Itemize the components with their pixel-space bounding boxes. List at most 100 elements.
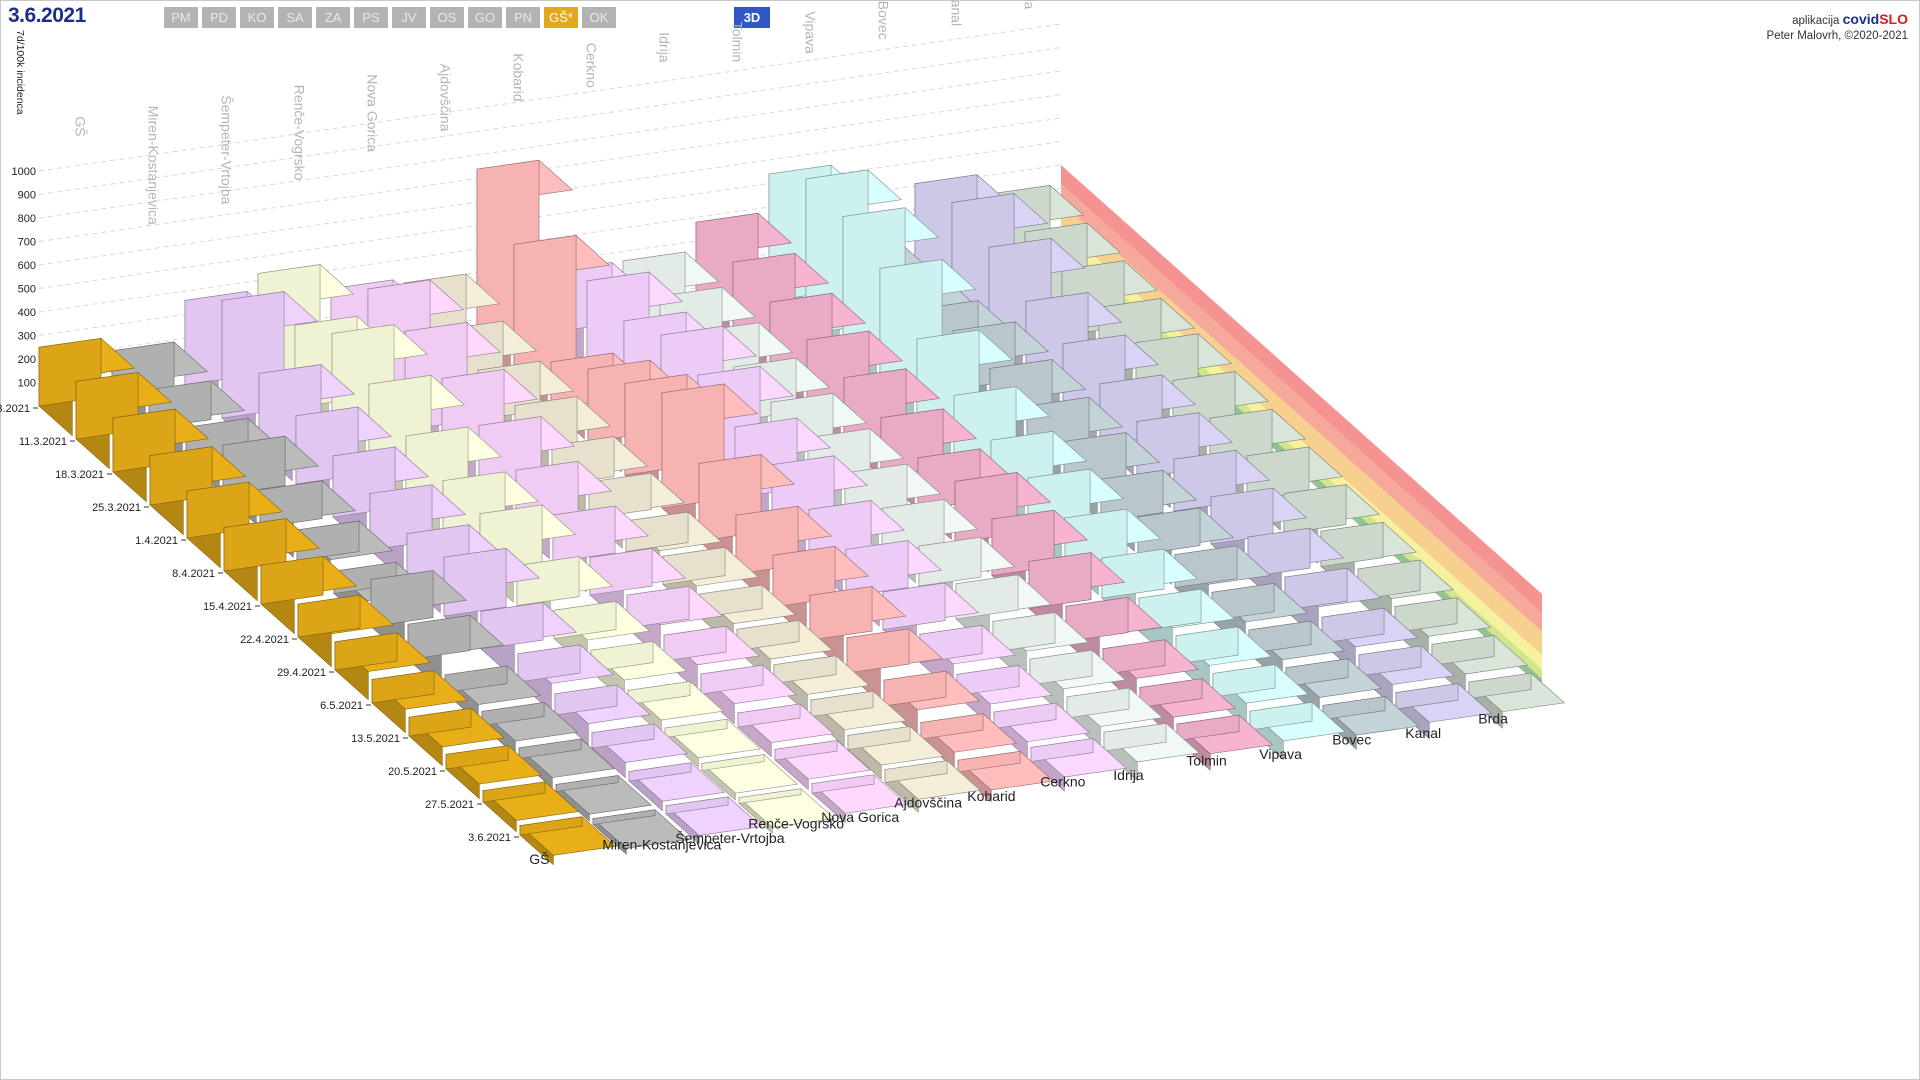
x-tick-label: 1.4.2021 (135, 535, 178, 547)
x-ticks: 4.3.2021 11.3.2021 18.3.2021 25.3.2021 1.4.2… (0, 403, 519, 844)
bar-front (1394, 597, 1458, 633)
region-button-8[interactable]: GO (468, 7, 502, 28)
view-3d-button[interactable]: 3D (734, 7, 770, 28)
bar-front (809, 586, 873, 641)
bar-front (591, 723, 655, 749)
region-button-0[interactable]: PM (164, 7, 198, 28)
bar-front (555, 775, 619, 792)
brand-covid[interactable]: covid (1842, 11, 1880, 27)
bar-6-12 (920, 713, 1018, 770)
bar-2-10 (554, 684, 652, 746)
bar-4-9 (663, 625, 761, 692)
bar-front (518, 738, 582, 759)
region-labels: GŠ Miren-KostanjevicaŠempeter-VrtojbaRenč… (529, 710, 1508, 867)
bar-13-8 (1283, 484, 1381, 564)
bar-front (517, 644, 581, 683)
bar-0-9 (371, 670, 469, 734)
gridline-700 (38, 94, 1062, 242)
bar-front (297, 594, 361, 638)
bar-front (1139, 678, 1203, 708)
bar-front (519, 816, 583, 836)
region-button-10[interactable]: GŠ* (544, 7, 578, 28)
bar-13-12 (1431, 635, 1529, 696)
bar-4-10 (700, 664, 798, 725)
bar-front (480, 602, 544, 650)
region-button-1[interactable]: PD (202, 7, 236, 28)
bar-1-10 (481, 702, 579, 756)
x-tick-label: 27.5.2021 (425, 799, 474, 811)
bar-front (1247, 527, 1311, 578)
bar-front (700, 664, 764, 695)
back-region-label: Idrija (657, 32, 673, 63)
bar-front (1395, 683, 1459, 710)
x-tick-label: 3.6.2021 (468, 832, 511, 844)
x-tick-label: 22.4.2021 (240, 634, 289, 646)
y-tick-label: 500 (18, 284, 36, 296)
bar-2-11 (591, 723, 689, 779)
bar-0-11 (445, 745, 543, 800)
region-label: Bovec (1332, 731, 1371, 747)
region-label: Tolmin (1186, 752, 1226, 768)
risk-band-4 (1061, 183, 1542, 632)
x-tick-label: 13.5.2021 (351, 733, 400, 745)
bar-front (920, 713, 984, 740)
bar-front (1103, 722, 1167, 752)
bar-front (1249, 701, 1313, 731)
bar-6-11 (883, 670, 981, 737)
region-button-6[interactable]: JV (392, 7, 426, 28)
y-tick-label: 900 (18, 190, 36, 202)
bar-9-13 (1176, 714, 1274, 771)
region-label: Miren-Kostanjevica (602, 836, 721, 852)
bar-10-10 (1138, 588, 1236, 662)
bar-3-13 (738, 788, 836, 834)
back-region-label: Cerkno (584, 43, 600, 88)
x-tick-label: 8.4.2021 (172, 568, 215, 580)
back-region-label: Vipava (803, 11, 819, 54)
back-region-label: Brda (1022, 0, 1038, 10)
x-tick-label: 29.4.2021 (277, 667, 326, 679)
region-button-2[interactable]: KO (240, 7, 274, 28)
bar-front (992, 612, 1056, 653)
region-button-9[interactable]: PN (506, 7, 540, 28)
bar-12-13 (1395, 683, 1493, 740)
credit-prefix: aplikacija (1792, 15, 1840, 27)
region-button-3[interactable]: SA (278, 7, 312, 28)
bar-11-13 (1322, 696, 1420, 750)
bar-5-10 (773, 655, 871, 714)
bar-3-11 (664, 718, 762, 768)
region-label: Kanal (1405, 725, 1441, 741)
bar-front (554, 684, 618, 716)
bar-0-13 (519, 816, 617, 866)
region-button-11[interactable]: OK (582, 7, 616, 28)
bar-front (516, 556, 580, 606)
x-tick-label: 20.5.2021 (388, 766, 437, 778)
bar-front (773, 655, 837, 684)
region-label: Nova Gorica (821, 809, 899, 825)
y-tick-label: 600 (18, 260, 36, 272)
bar-8-13 (1103, 722, 1201, 782)
bar-6-10 (846, 628, 944, 704)
bar-front (1284, 567, 1348, 611)
bar-0-12 (482, 781, 580, 833)
risk-band-5 (1061, 165, 1542, 613)
back-region-label: Renče-Vogrsko (292, 85, 308, 181)
bar-9-1 (732, 252, 830, 375)
back-region-label: Šempeter-Vrtojba (219, 95, 235, 204)
risk-band-3 (1061, 202, 1542, 656)
back-region-label: Tolmin (730, 22, 746, 62)
back-region-label: Bovec (876, 1, 892, 40)
bar-front (665, 796, 729, 815)
gridline-1000 (38, 23, 1062, 172)
bar-6-13 (957, 750, 1055, 803)
bar-1-13 (592, 809, 690, 855)
bar-7-12 (993, 702, 1091, 759)
bar-4-13 (811, 774, 909, 824)
brand-slo[interactable]: SLO (1879, 11, 1908, 27)
bar-front (1322, 696, 1386, 720)
region-button-5[interactable]: PS (354, 7, 388, 28)
bar-4-11 (737, 703, 835, 758)
region-button-4[interactable]: ZA (316, 7, 350, 28)
region-button-7[interactable]: OS (430, 7, 464, 28)
bar-front (481, 702, 545, 726)
bar-front (334, 632, 398, 671)
